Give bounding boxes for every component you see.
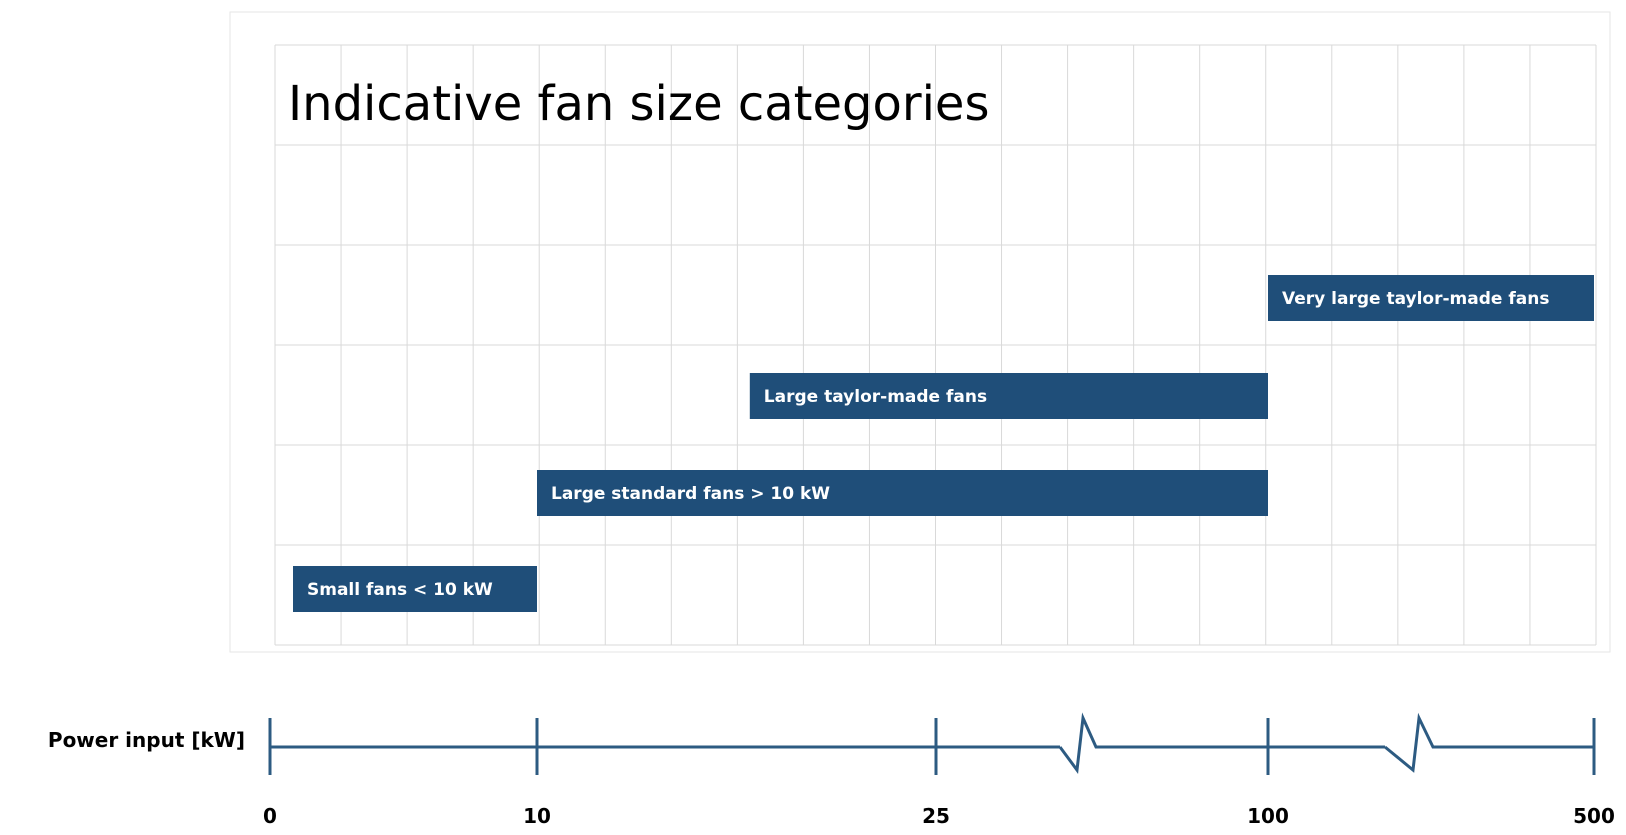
bar-label: Small fans < 10 kW <box>307 580 493 600</box>
x-tick-label: 500 <box>1573 804 1615 828</box>
x-tick-labels: 0 10 25 100 500 <box>263 804 1615 828</box>
axis-break <box>1058 712 1385 774</box>
x-tick-label: 25 <box>922 804 950 828</box>
x-tick-label: 10 <box>523 804 551 828</box>
x-axis <box>268 712 1596 775</box>
bar-label: Large standard fans > 10 kW <box>551 484 830 504</box>
x-tick-label: 100 <box>1247 804 1289 828</box>
bar <box>749 373 1268 419</box>
chart-title: Indicative fan size categories <box>288 76 989 132</box>
x-axis-label: Power input [kW] <box>48 728 245 752</box>
bars: Small fans < 10 kW Large standard fans > … <box>293 275 1594 612</box>
bar <box>1268 275 1594 321</box>
bar-label: Very large taylor-made fans <box>1282 289 1549 309</box>
bar <box>293 566 537 612</box>
grid <box>274 44 1597 646</box>
bar <box>537 470 1268 516</box>
bar-label: Large taylor-made fans <box>764 387 987 407</box>
x-tick-label: 0 <box>263 804 277 828</box>
axis-break <box>1384 712 1594 773</box>
